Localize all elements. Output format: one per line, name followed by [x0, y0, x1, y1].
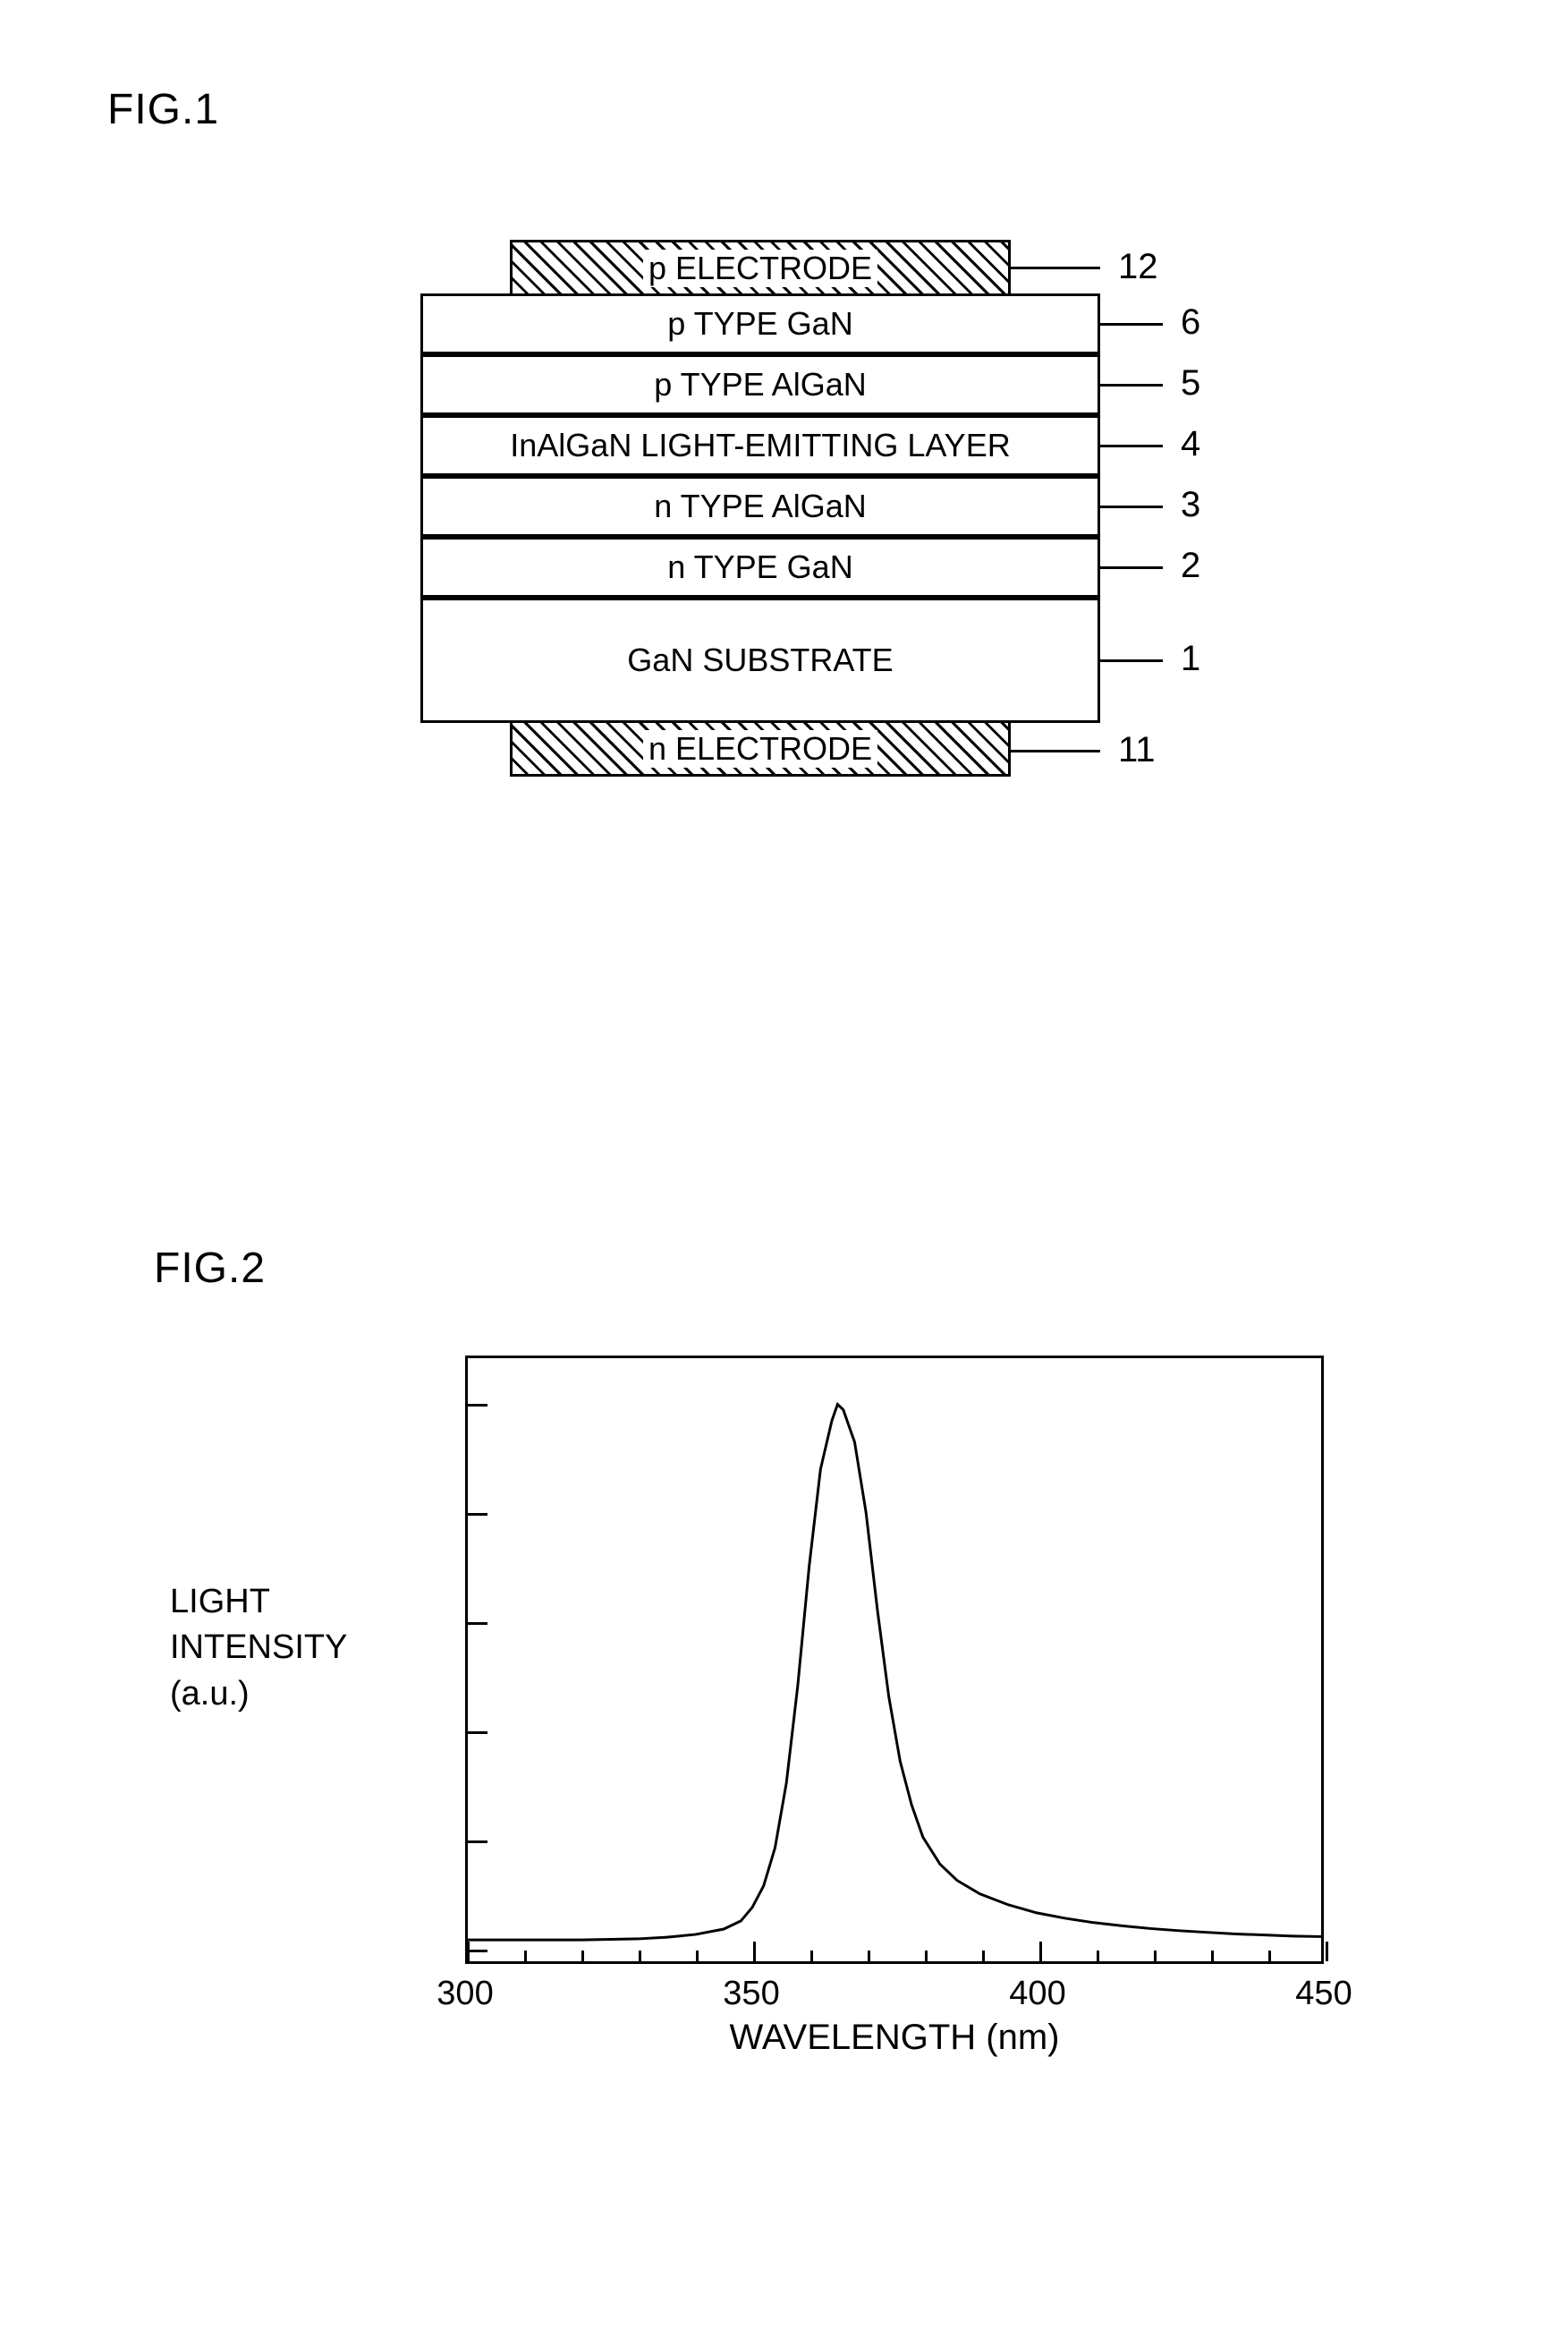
- x-tick-label: 300: [436, 1975, 493, 2013]
- x-tick-minor: [524, 1951, 527, 1961]
- n-electrode-label: n ELECTRODE: [643, 730, 877, 768]
- y-axis-label-line: (a.u.): [170, 1671, 438, 1717]
- spectrum-curve: [468, 1358, 1321, 1961]
- ref-number: 1: [1181, 639, 1200, 679]
- x-tick-minor: [868, 1951, 870, 1961]
- y-tick-major: [468, 1840, 487, 1843]
- y-tick-major: [468, 1404, 487, 1407]
- ref-number: 2: [1181, 546, 1200, 586]
- leader-line: [1100, 506, 1163, 508]
- y-tick-major: [468, 1622, 487, 1625]
- ref-number: 11: [1118, 730, 1156, 770]
- layer-label: InAlGaN LIGHT-EMITTING LAYER: [510, 427, 1010, 464]
- y-tick-major: [468, 1513, 487, 1516]
- fig1-label: FIG.1: [107, 85, 219, 134]
- x-tick-minor: [581, 1951, 584, 1961]
- leader-line: [1100, 323, 1163, 326]
- leader-line: [1011, 750, 1100, 752]
- layer-label: p TYPE AlGaN: [654, 366, 866, 404]
- layer: p TYPE AlGaN: [420, 354, 1100, 415]
- fig2-chart: LIGHTINTENSITY(a.u.) WAVELENGTH (nm) 300…: [465, 1356, 1324, 2053]
- layer: n TYPE AlGaN: [420, 476, 1100, 537]
- layer: p TYPE GaN: [420, 293, 1100, 354]
- y-tick-major: [468, 1731, 487, 1734]
- ref-number: 6: [1181, 302, 1200, 343]
- x-tick-minor: [810, 1951, 813, 1961]
- layer-label: n TYPE GaN: [667, 548, 852, 586]
- fig2-label: FIG.2: [154, 1244, 266, 1293]
- x-axis-label: WAVELENGTH (nm): [465, 2018, 1324, 2058]
- x-tick-minor: [1268, 1951, 1271, 1961]
- n-electrode: n ELECTRODE: [510, 723, 1011, 777]
- ref-number: 5: [1181, 363, 1200, 404]
- x-tick-minor: [696, 1951, 699, 1961]
- leader-line: [1100, 384, 1163, 387]
- y-axis-label: LIGHTINTENSITY(a.u.): [170, 1579, 438, 1717]
- x-tick-minor: [1154, 1951, 1157, 1961]
- layers-container: p TYPE GaN6p TYPE AlGaN5InAlGaN LIGHT-EM…: [420, 293, 1100, 723]
- layer-label: GaN SUBSTRATE: [627, 642, 893, 679]
- x-tick-label: 400: [1009, 1975, 1065, 2013]
- y-axis-label-line: INTENSITY: [170, 1625, 438, 1670]
- y-tick-major: [468, 1950, 487, 1952]
- y-axis-label-line: LIGHT: [170, 1579, 438, 1625]
- x-tick-major: [1326, 1942, 1328, 1961]
- x-tick-label: 350: [723, 1975, 779, 2013]
- x-tick-minor: [1097, 1951, 1099, 1961]
- layer: n TYPE GaN: [420, 537, 1100, 598]
- p-electrode-label: p ELECTRODE: [643, 250, 877, 287]
- layer: GaN SUBSTRATE: [420, 598, 1100, 723]
- x-tick-minor: [925, 1951, 928, 1961]
- leader-line: [1100, 445, 1163, 447]
- x-tick-label: 450: [1295, 1975, 1352, 2013]
- x-tick-minor: [639, 1951, 641, 1961]
- x-tick-major: [1039, 1942, 1042, 1961]
- leader-line: [1100, 566, 1163, 569]
- layer-label: n TYPE AlGaN: [654, 488, 866, 525]
- x-tick-minor: [982, 1951, 985, 1961]
- leader-line: [1011, 267, 1100, 269]
- layer: InAlGaN LIGHT-EMITTING LAYER: [420, 415, 1100, 476]
- layer-label: p TYPE GaN: [667, 305, 852, 343]
- ref-number: 3: [1181, 485, 1200, 525]
- x-tick-major: [753, 1942, 756, 1961]
- chart-frame: [465, 1356, 1324, 1964]
- x-tick-minor: [1211, 1951, 1214, 1961]
- ref-number: 4: [1181, 424, 1200, 464]
- fig1-layer-stack: p ELECTRODE 12 p TYPE GaN6p TYPE AlGaN5I…: [420, 240, 1100, 777]
- leader-line: [1100, 659, 1163, 662]
- p-electrode: p ELECTRODE: [510, 240, 1011, 293]
- ref-number: 12: [1118, 247, 1158, 287]
